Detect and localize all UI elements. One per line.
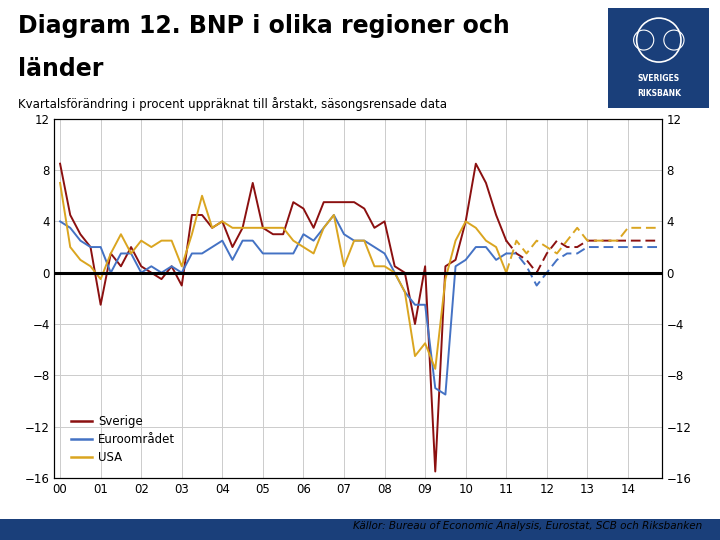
Text: Diagram 12. BNP i olika regioner och: Diagram 12. BNP i olika regioner och xyxy=(18,14,510,37)
Legend: Sverige, Euroområdet, USA: Sverige, Euroområdet, USA xyxy=(66,410,180,468)
Text: länder: länder xyxy=(18,57,104,80)
Text: RIKSBANK: RIKSBANK xyxy=(636,89,681,98)
Text: SVERIGES: SVERIGES xyxy=(638,73,680,83)
Text: Kvartalsförändring i procent uppräknat till årstakt, säsongsrensade data: Kvartalsförändring i procent uppräknat t… xyxy=(18,97,447,111)
Text: Källor: Bureau of Economic Analysis, Eurostat, SCB och Riksbanken: Källor: Bureau of Economic Analysis, Eur… xyxy=(353,521,702,531)
